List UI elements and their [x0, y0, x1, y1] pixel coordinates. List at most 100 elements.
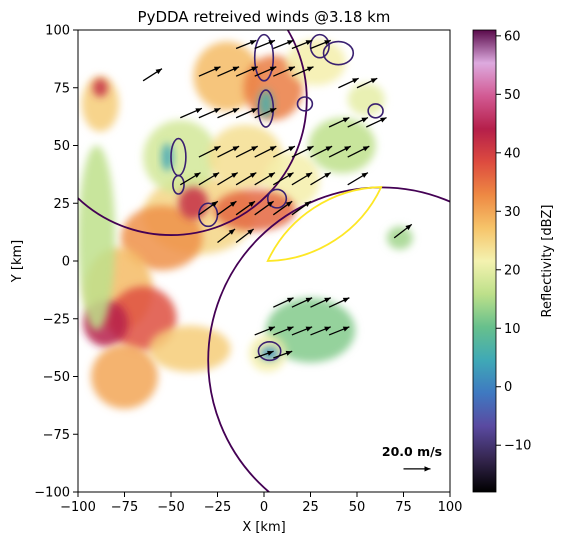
x-tick-label: −100: [60, 500, 96, 515]
reflectivity-cell: [92, 78, 108, 97]
wind-arrow: [272, 172, 294, 186]
wind-arrow: [254, 107, 277, 119]
reflectivity-cell: [81, 76, 119, 132]
colorbar-tick-label: 30: [504, 205, 521, 220]
reflectivity-cell: [347, 83, 385, 116]
colorbar-tick-label: 20: [504, 263, 521, 278]
wind-arrow: [393, 223, 413, 239]
wind-arrow-head: [288, 146, 295, 152]
wind-arrow-head: [361, 117, 368, 123]
wind-arrow-head: [361, 172, 368, 178]
lens-contour: [266, 186, 383, 262]
wind-arrow-head: [232, 108, 240, 114]
wind-arrow: [291, 145, 314, 158]
reflectivity-cell: [308, 117, 376, 174]
y-tick-label: 50: [53, 139, 70, 154]
reflectivity-contour: [257, 341, 282, 362]
wind-arrow-head: [268, 172, 275, 178]
wind-arrow-head: [287, 297, 294, 303]
wind-arrow: [328, 116, 350, 128]
wind-arrow-head: [285, 201, 293, 207]
wind-arrow-head: [231, 172, 238, 178]
colorbar-tick-label: 10: [504, 322, 521, 337]
y-tick-label: 25: [53, 197, 70, 212]
wind-arrow: [291, 326, 313, 336]
wind-arrow-head: [251, 146, 258, 152]
wind-arrow-head: [305, 326, 313, 332]
vector-scale-label: 20.0 m/s: [382, 444, 442, 459]
x-tick-label: 25: [302, 500, 319, 515]
wind-arrow: [347, 116, 369, 128]
wind-arrow-head: [232, 66, 240, 72]
wind-arrow: [235, 228, 255, 244]
x-tick-label: −75: [111, 500, 138, 515]
wind-arrow-head: [249, 40, 257, 46]
contour-layer: [78, 30, 450, 492]
wind-arrow: [291, 297, 313, 308]
wind-arrow-head: [248, 201, 255, 207]
y-axis: −100 −75 −50 −25 0 25 50 75 100: [34, 24, 78, 501]
wind-arrow: [291, 172, 313, 186]
reflectivity-contour: [367, 103, 384, 119]
wind-arrow-head: [324, 326, 331, 332]
reflectivity-contour: [309, 33, 330, 59]
wind-arrow: [254, 39, 276, 50]
wind-arrow-head: [287, 326, 294, 332]
wind-arrow-head: [213, 66, 221, 72]
reflectivity-cell: [120, 205, 203, 271]
wind-arrow-head: [287, 40, 294, 46]
wind-arrow: [310, 297, 332, 308]
wind-arrow: [273, 297, 294, 308]
wind-arrow: [347, 172, 369, 186]
wind-arrow: [291, 200, 312, 216]
wind-arrow: [347, 145, 370, 158]
reflectivity-cell: [143, 120, 218, 195]
wind-arrow: [272, 200, 293, 216]
reflectivity-cell: [286, 39, 346, 86]
wind-arrow: [179, 172, 201, 186]
wind-arrow: [198, 172, 220, 186]
wind-arrow-head: [267, 201, 274, 207]
radar-lobe-contour: [78, 30, 308, 236]
x-tick-label: 0: [260, 500, 268, 515]
wind-arrow: [310, 172, 332, 186]
wind-arrow-head: [305, 172, 313, 178]
wind-arrow: [254, 145, 277, 158]
reflectivity-cell: [193, 41, 261, 111]
wind-arrow-head: [285, 350, 293, 356]
wind-arrow-head: [213, 146, 221, 152]
wind-arrow: [310, 326, 331, 336]
wind-arrow-head: [352, 78, 359, 84]
reflectivity-contour: [172, 174, 185, 195]
wind-arrow-head: [155, 68, 162, 75]
y-axis-label: Y [km]: [10, 240, 25, 283]
wind-arrow: [273, 145, 296, 158]
wind-arrow-head: [251, 108, 258, 114]
vector-scale-arrow: [403, 466, 431, 472]
wind-arrow-head: [267, 350, 274, 356]
wind-arrow: [217, 172, 239, 186]
wind-arrow: [235, 145, 258, 158]
wind-arrow: [217, 228, 236, 244]
wind-arrow-head: [251, 66, 258, 72]
wind-arrow: [235, 107, 258, 119]
wind-arrow-head: [342, 117, 350, 123]
wind-arrow-head: [306, 146, 314, 152]
wind-arrow: [180, 107, 203, 119]
wind-arrow-head: [305, 40, 313, 46]
wind-arrow-head: [324, 297, 331, 303]
x-axis: −100 −75 −50 −25 0 25 50 75 100: [60, 492, 462, 515]
wind-arrow-head: [424, 466, 431, 472]
wind-arrow: [328, 145, 351, 158]
wind-arrow-head: [269, 66, 277, 72]
x-tick-label: −50: [157, 500, 184, 515]
reflectivity-contour: [296, 96, 314, 112]
wind-arrow-head: [370, 78, 378, 84]
reflectivity-cell: [265, 297, 356, 363]
wind-arrow-head: [324, 40, 331, 46]
wind-arrow-head: [288, 66, 295, 72]
wind-arrow: [235, 66, 258, 77]
y-tick-label: −25: [43, 312, 70, 327]
wind-arrow-head: [405, 224, 412, 231]
wind-arrow-head: [268, 326, 275, 332]
